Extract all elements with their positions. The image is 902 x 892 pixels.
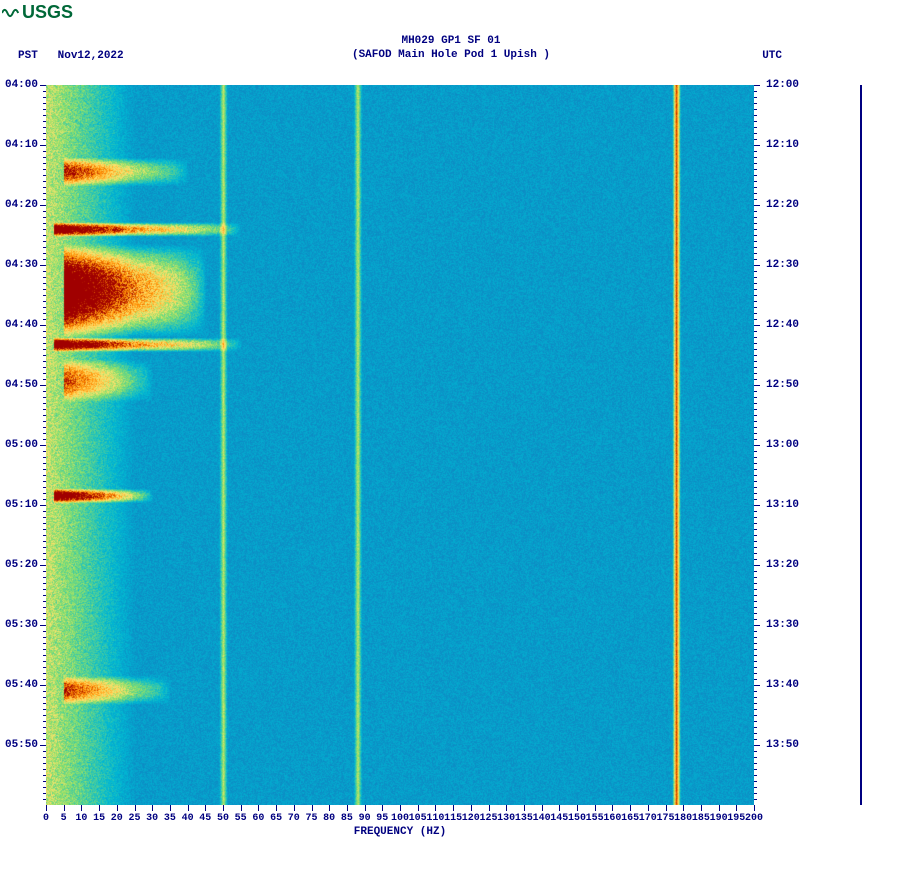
header-left: PST Nov12,2022 [18, 50, 124, 62]
ytick-right-label: 13:10 [766, 499, 806, 511]
xtick-label: 60 [252, 813, 264, 824]
ytick-left-label: 04:00 [0, 79, 38, 91]
xtick-label: 25 [128, 813, 140, 824]
ytick-left-label: 04:40 [0, 319, 38, 331]
xtick-label: 170 [639, 813, 657, 824]
ytick-left-label: 05:30 [0, 619, 38, 631]
ytick-left-label: 05:00 [0, 439, 38, 451]
xtick-label: 125 [479, 813, 497, 824]
xtick-label: 145 [550, 813, 568, 824]
ytick-left-label: 05:20 [0, 559, 38, 571]
xtick-label: 105 [409, 813, 427, 824]
title-line-1: MH029 GP1 SF 01 [0, 35, 902, 49]
ytick-left-label: 05:50 [0, 739, 38, 751]
ytick-left-label: 05:40 [0, 679, 38, 691]
ytick-right-label: 12:10 [766, 139, 806, 151]
ytick-right-label: 12:50 [766, 379, 806, 391]
xtick-label: 175 [656, 813, 674, 824]
y-axis-right: 12:0012:1012:2012:3012:4012:5013:0013:10… [754, 85, 804, 805]
xtick-label: 45 [199, 813, 211, 824]
xtick-label: 0 [43, 813, 49, 824]
xtick-label: 140 [533, 813, 551, 824]
ytick-left-label: 04:30 [0, 259, 38, 271]
ytick-right-label: 13:00 [766, 439, 806, 451]
xtick-label: 20 [111, 813, 123, 824]
x-axis-label: FREQUENCY (HZ) [46, 826, 754, 838]
xtick-label: 50 [217, 813, 229, 824]
xtick-label: 5 [61, 813, 67, 824]
spectrogram-canvas [46, 85, 754, 805]
xtick-label: 30 [146, 813, 158, 824]
left-date: Nov12,2022 [58, 50, 124, 62]
xtick-label: 120 [462, 813, 480, 824]
xtick-label: 80 [323, 813, 335, 824]
ytick-right-label: 13:50 [766, 739, 806, 751]
xtick-label: 85 [341, 813, 353, 824]
ytick-left-label: 04:20 [0, 199, 38, 211]
xtick-label: 100 [391, 813, 409, 824]
xtick-label: 190 [710, 813, 728, 824]
xtick-label: 115 [444, 813, 462, 824]
xtick-label: 195 [727, 813, 745, 824]
xtick-label: 180 [674, 813, 692, 824]
xtick-label: 55 [235, 813, 247, 824]
spectrogram-plot [46, 85, 754, 805]
ytick-right-label: 12:40 [766, 319, 806, 331]
ytick-right-label: 13:40 [766, 679, 806, 691]
xtick-label: 160 [603, 813, 621, 824]
ytick-left-label: 04:50 [0, 379, 38, 391]
wave-icon [2, 6, 20, 20]
xtick-label: 150 [568, 813, 586, 824]
xtick-label: 185 [692, 813, 710, 824]
ytick-right-label: 13:30 [766, 619, 806, 631]
xtick-label: 10 [75, 813, 87, 824]
header-right: UTC [762, 50, 782, 62]
side-scale-bar [860, 85, 862, 805]
right-timezone: UTC [762, 50, 782, 62]
xtick-label: 35 [164, 813, 176, 824]
xtick-label: 110 [426, 813, 444, 824]
xtick-label: 200 [745, 813, 763, 824]
xtick-label: 95 [376, 813, 388, 824]
xtick-label: 40 [182, 813, 194, 824]
xtick-label: 70 [288, 813, 300, 824]
usgs-logo: USGS [2, 2, 73, 23]
logo-text: USGS [22, 2, 73, 23]
ytick-right-label: 13:20 [766, 559, 806, 571]
ytick-right-label: 12:30 [766, 259, 806, 271]
xtick-label: 165 [621, 813, 639, 824]
ytick-left-label: 04:10 [0, 139, 38, 151]
left-timezone: PST [18, 50, 38, 62]
xtick-label: 75 [305, 813, 317, 824]
ytick-right-label: 12:00 [766, 79, 806, 91]
xtick-label: 135 [515, 813, 533, 824]
ytick-right-label: 12:20 [766, 199, 806, 211]
y-axis-left: 04:0004:1004:2004:3004:4004:5005:0005:10… [0, 85, 46, 805]
ytick-left-label: 05:10 [0, 499, 38, 511]
xtick-label: 15 [93, 813, 105, 824]
xtick-label: 65 [270, 813, 282, 824]
xtick-label: 90 [359, 813, 371, 824]
xtick-label: 130 [497, 813, 515, 824]
xtick-label: 155 [586, 813, 604, 824]
